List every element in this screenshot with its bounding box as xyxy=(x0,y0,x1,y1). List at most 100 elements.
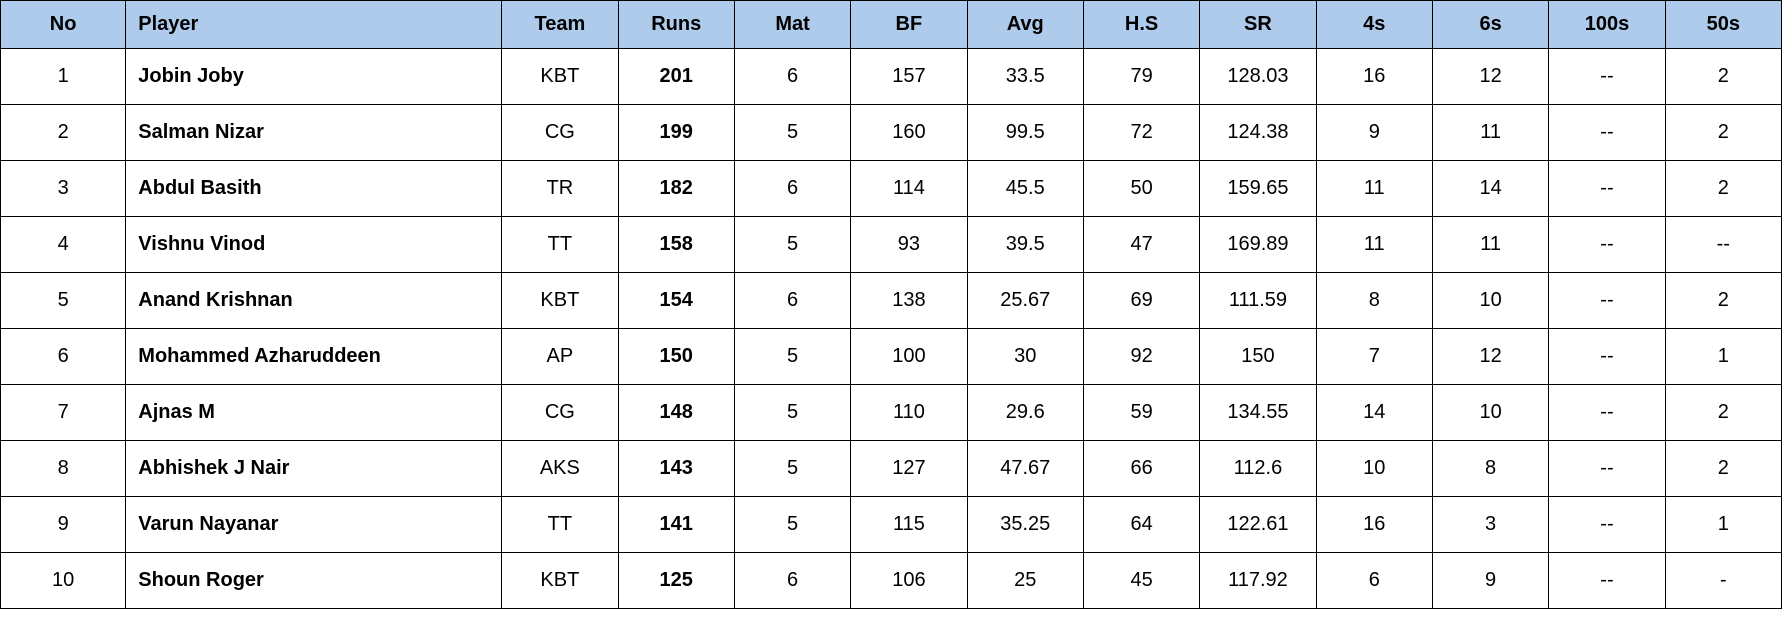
cell-hs: 66 xyxy=(1083,441,1199,497)
cell-player: Varun Nayanar xyxy=(126,497,502,553)
header-avg[interactable]: Avg xyxy=(967,1,1083,49)
cell-avg: 25.67 xyxy=(967,273,1083,329)
cell-player: Mohammed Azharuddeen xyxy=(126,329,502,385)
table-row: 9Varun NayanarTT141511535.2564122.61163-… xyxy=(1,497,1782,553)
table-row: 1Jobin JobyKBT201615733.579128.031612--2 xyxy=(1,49,1782,105)
cell-fifties: 2 xyxy=(1665,49,1781,105)
cell-mat: 6 xyxy=(734,49,850,105)
header-player[interactable]: Player xyxy=(126,1,502,49)
cell-team: AKS xyxy=(502,441,618,497)
header-4s[interactable]: 4s xyxy=(1316,1,1432,49)
cell-sixes: 12 xyxy=(1432,49,1548,105)
cell-sixes: 10 xyxy=(1432,385,1548,441)
cell-team: KBT xyxy=(502,553,618,609)
cell-hs: 47 xyxy=(1083,217,1199,273)
header-bf[interactable]: BF xyxy=(851,1,967,49)
cell-hundreds: -- xyxy=(1549,497,1665,553)
cell-team: AP xyxy=(502,329,618,385)
cell-avg: 39.5 xyxy=(967,217,1083,273)
table-row: 8Abhishek J NairAKS143512747.6766112.610… xyxy=(1,441,1782,497)
cell-player: Jobin Joby xyxy=(126,49,502,105)
cell-hs: 69 xyxy=(1083,273,1199,329)
cell-mat: 6 xyxy=(734,553,850,609)
cell-bf: 93 xyxy=(851,217,967,273)
cell-bf: 160 xyxy=(851,105,967,161)
table-row: 6Mohammed AzharuddeenAP15051003092150712… xyxy=(1,329,1782,385)
cell-team: KBT xyxy=(502,49,618,105)
cell-player: Salman Nizar xyxy=(126,105,502,161)
table-header: No Player Team Runs Mat BF Avg H.S SR 4s… xyxy=(1,1,1782,49)
cell-bf: 115 xyxy=(851,497,967,553)
cell-fours: 7 xyxy=(1316,329,1432,385)
cell-hundreds: -- xyxy=(1549,441,1665,497)
header-mat[interactable]: Mat xyxy=(734,1,850,49)
cell-fours: 16 xyxy=(1316,497,1432,553)
header-no[interactable]: No xyxy=(1,1,126,49)
cell-sr: 150 xyxy=(1200,329,1316,385)
cell-player: Vishnu Vinod xyxy=(126,217,502,273)
cell-team: TR xyxy=(502,161,618,217)
cell-player: Ajnas M xyxy=(126,385,502,441)
cell-hundreds: -- xyxy=(1549,273,1665,329)
header-sr[interactable]: SR xyxy=(1200,1,1316,49)
cell-mat: 5 xyxy=(734,441,850,497)
cell-no: 8 xyxy=(1,441,126,497)
cell-fifties: 2 xyxy=(1665,105,1781,161)
table-row: 5Anand KrishnanKBT154613825.6769111.5981… xyxy=(1,273,1782,329)
cell-fours: 9 xyxy=(1316,105,1432,161)
cell-hundreds: -- xyxy=(1549,105,1665,161)
cell-hs: 59 xyxy=(1083,385,1199,441)
cell-mat: 6 xyxy=(734,161,850,217)
cell-avg: 30 xyxy=(967,329,1083,385)
cell-sr: 117.92 xyxy=(1200,553,1316,609)
cell-fifties: 2 xyxy=(1665,273,1781,329)
cell-sixes: 11 xyxy=(1432,217,1548,273)
cell-fours: 16 xyxy=(1316,49,1432,105)
cell-player: Abdul Basith xyxy=(126,161,502,217)
cell-sixes: 12 xyxy=(1432,329,1548,385)
cell-fifties: 2 xyxy=(1665,441,1781,497)
cell-sixes: 11 xyxy=(1432,105,1548,161)
cell-runs: 154 xyxy=(618,273,734,329)
cell-player: Abhishek J Nair xyxy=(126,441,502,497)
cell-sr: 159.65 xyxy=(1200,161,1316,217)
cell-bf: 114 xyxy=(851,161,967,217)
table-row: 7Ajnas MCG148511029.659134.551410--2 xyxy=(1,385,1782,441)
cell-hundreds: -- xyxy=(1549,49,1665,105)
cell-hundreds: -- xyxy=(1549,385,1665,441)
cell-bf: 110 xyxy=(851,385,967,441)
cell-sixes: 9 xyxy=(1432,553,1548,609)
cell-sr: 134.55 xyxy=(1200,385,1316,441)
cell-sr: 112.6 xyxy=(1200,441,1316,497)
header-50s[interactable]: 50s xyxy=(1665,1,1781,49)
header-team[interactable]: Team xyxy=(502,1,618,49)
cell-sr: 124.38 xyxy=(1200,105,1316,161)
cell-team: KBT xyxy=(502,273,618,329)
cell-runs: 199 xyxy=(618,105,734,161)
cell-mat: 6 xyxy=(734,273,850,329)
cell-fours: 11 xyxy=(1316,217,1432,273)
header-row: No Player Team Runs Mat BF Avg H.S SR 4s… xyxy=(1,1,1782,49)
cell-runs: 182 xyxy=(618,161,734,217)
cell-hundreds: -- xyxy=(1549,329,1665,385)
cell-hundreds: -- xyxy=(1549,161,1665,217)
cell-runs: 201 xyxy=(618,49,734,105)
cell-no: 9 xyxy=(1,497,126,553)
cell-hs: 50 xyxy=(1083,161,1199,217)
cell-player: Shoun Roger xyxy=(126,553,502,609)
cell-fours: 8 xyxy=(1316,273,1432,329)
cell-fours: 14 xyxy=(1316,385,1432,441)
cell-team: TT xyxy=(502,217,618,273)
cell-runs: 143 xyxy=(618,441,734,497)
cell-runs: 148 xyxy=(618,385,734,441)
header-hs[interactable]: H.S xyxy=(1083,1,1199,49)
cell-avg: 35.25 xyxy=(967,497,1083,553)
header-100s[interactable]: 100s xyxy=(1549,1,1665,49)
cell-no: 7 xyxy=(1,385,126,441)
cell-mat: 5 xyxy=(734,329,850,385)
header-6s[interactable]: 6s xyxy=(1432,1,1548,49)
header-runs[interactable]: Runs xyxy=(618,1,734,49)
table-row: 3Abdul BasithTR182611445.550159.651114--… xyxy=(1,161,1782,217)
cell-avg: 25 xyxy=(967,553,1083,609)
cell-sixes: 14 xyxy=(1432,161,1548,217)
